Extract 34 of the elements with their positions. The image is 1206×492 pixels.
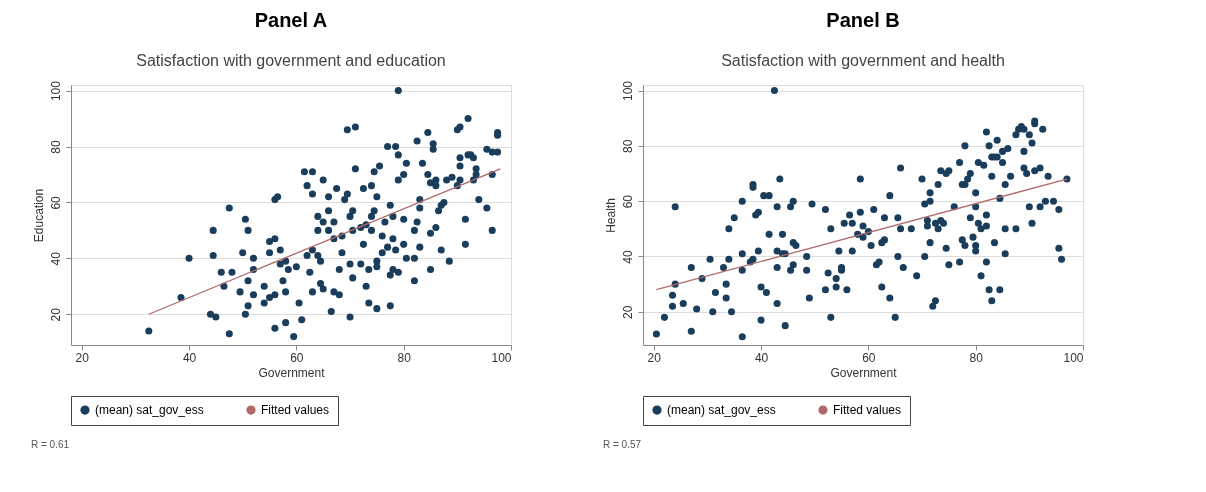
- legend-label: (mean) sat_gov_ess: [95, 403, 204, 418]
- legend-label: Fitted values: [261, 403, 330, 418]
- legend-label: Fitted values: [833, 403, 902, 418]
- chart-subtitle: Satisfaction with government and education: [136, 51, 446, 69]
- y-tick-label: 100: [620, 80, 635, 102]
- x-tick-label: 100: [491, 350, 512, 365]
- y-tick-label: 40: [620, 250, 635, 264]
- x-axis-title: Government: [258, 365, 326, 380]
- x-tick-label: 60: [862, 350, 876, 365]
- x-tick-label: 80: [397, 350, 412, 365]
- y-axis-title: Health: [603, 198, 618, 233]
- x-tick-label: 40: [182, 350, 197, 365]
- y-tick-label: 100: [48, 80, 63, 102]
- x-tick-label: 80: [969, 350, 984, 365]
- x-tick-label: 100: [1063, 350, 1084, 365]
- y-tick-label: 80: [620, 139, 635, 154]
- chart-subtitle: Satisfaction with government and health: [721, 51, 1005, 69]
- text: R = 0.57: [603, 439, 642, 450]
- x-tick-label: 40: [754, 350, 769, 365]
- x-tick-label: 20: [647, 350, 662, 365]
- y-tick-label: 40: [48, 251, 63, 266]
- y-axis-title: Education: [31, 188, 46, 243]
- chart-title: Panel B: [826, 8, 900, 31]
- y-tick-label: 20: [48, 307, 63, 322]
- y-tick-label: 60: [620, 194, 635, 209]
- x-tick-label: 60: [290, 350, 304, 365]
- chart-title: Panel A: [254, 8, 328, 31]
- x-tick-label: 20: [75, 350, 90, 365]
- legend-label: (mean) sat_gov_ess: [667, 403, 776, 418]
- x-axis-title: Government: [830, 365, 898, 380]
- text: R = 0.61: [31, 439, 70, 450]
- y-tick-label: 80: [48, 140, 63, 154]
- y-tick-label: 60: [48, 195, 63, 210]
- y-tick-label: 20: [620, 305, 635, 319]
